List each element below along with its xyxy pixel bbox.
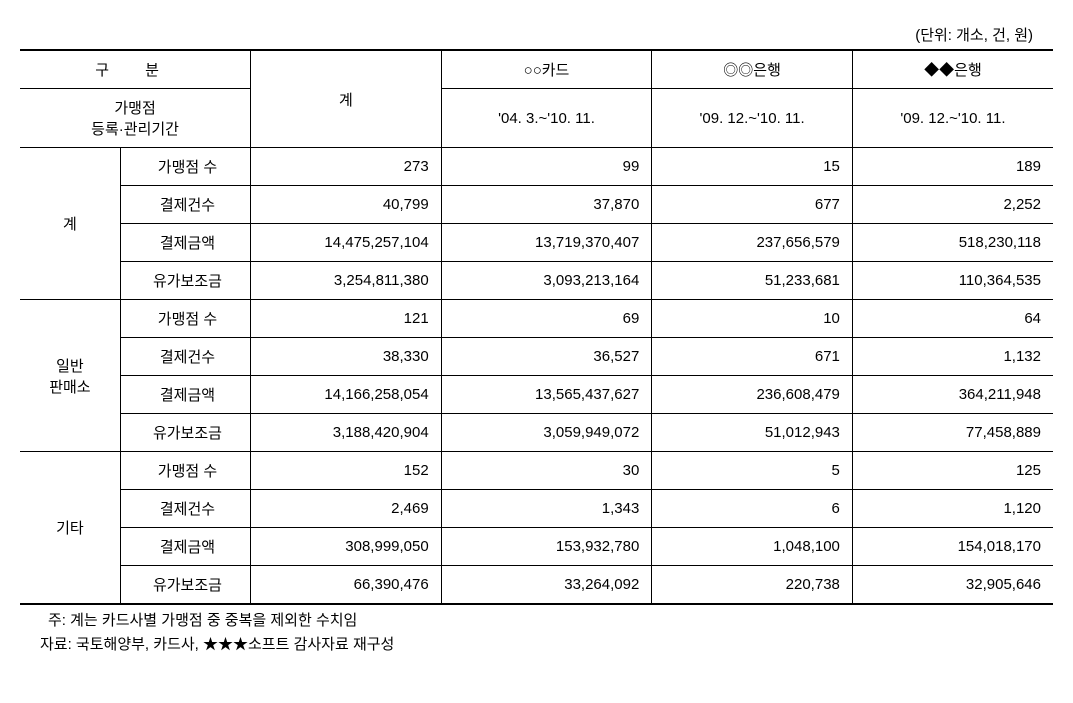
- row-label: 결제금액: [120, 528, 250, 566]
- header-company2: ◎◎은행: [652, 50, 853, 89]
- cell: 37,870: [441, 186, 652, 224]
- cell: 15: [652, 148, 853, 186]
- cell: 220,738: [652, 566, 853, 605]
- header-company1: ○○카드: [441, 50, 652, 89]
- cell: 3,093,213,164: [441, 262, 652, 300]
- cell: 110,364,535: [852, 262, 1053, 300]
- cell: 518,230,118: [852, 224, 1053, 262]
- cell: 77,458,889: [852, 414, 1053, 452]
- cell: 273: [251, 148, 442, 186]
- row-label: 결제건수: [120, 338, 250, 376]
- row-label: 가맹점 수: [120, 300, 250, 338]
- cell: 13,565,437,627: [441, 376, 652, 414]
- cell: 2,252: [852, 186, 1053, 224]
- cell: 154,018,170: [852, 528, 1053, 566]
- cell: 152: [251, 452, 442, 490]
- cell: 1,132: [852, 338, 1053, 376]
- section-general-label: 일반 판매소: [20, 300, 120, 452]
- cell: 3,188,420,904: [251, 414, 442, 452]
- cell: 125: [852, 452, 1053, 490]
- cell: 33,264,092: [441, 566, 652, 605]
- cell: 66,390,476: [251, 566, 442, 605]
- row-label: 유가보조금: [120, 414, 250, 452]
- cell: 14,166,258,054: [251, 376, 442, 414]
- cell: 36,527: [441, 338, 652, 376]
- cell: 51,012,943: [652, 414, 853, 452]
- header-gubun: 구 분: [20, 50, 251, 89]
- row-label: 유가보조금: [120, 262, 250, 300]
- cell: 40,799: [251, 186, 442, 224]
- row-label: 결제건수: [120, 186, 250, 224]
- cell: 6: [652, 490, 853, 528]
- row-label: 결제건수: [120, 490, 250, 528]
- cell: 1,343: [441, 490, 652, 528]
- data-table: 구 분 계 ○○카드 ◎◎은행 ◆◆은행 가맹점 등록·관리기간 '04. 3.…: [20, 49, 1053, 605]
- cell: 236,608,479: [652, 376, 853, 414]
- cell: 5: [652, 452, 853, 490]
- cell: 121: [251, 300, 442, 338]
- cell: 3,254,811,380: [251, 262, 442, 300]
- cell: 13,719,370,407: [441, 224, 652, 262]
- cell: 237,656,579: [652, 224, 853, 262]
- row-label: 결제금액: [120, 224, 250, 262]
- header-total: 계: [251, 50, 442, 148]
- cell: 677: [652, 186, 853, 224]
- unit-label: (단위: 개소, 건, 원): [20, 20, 1053, 49]
- note-line1: 주: 계는 카드사별 가맹점 중 중복을 제외한 수치임: [40, 609, 1033, 633]
- cell: 51,233,681: [652, 262, 853, 300]
- cell: 69: [441, 300, 652, 338]
- header-period-label: 가맹점 등록·관리기간: [20, 89, 251, 148]
- section-other-label: 기타: [20, 452, 120, 605]
- header-period3: '09. 12.~'10. 11.: [852, 89, 1053, 148]
- note-line2: 자료: 국토해양부, 카드사, ★★★소프트 감사자료 재구성: [40, 633, 1033, 657]
- cell: 14,475,257,104: [251, 224, 442, 262]
- cell: 64: [852, 300, 1053, 338]
- row-label: 유가보조금: [120, 566, 250, 605]
- cell: 671: [652, 338, 853, 376]
- header-period2: '09. 12.~'10. 11.: [652, 89, 853, 148]
- section-total-label: 계: [20, 148, 120, 300]
- cell: 99: [441, 148, 652, 186]
- header-period1: '04. 3.~'10. 11.: [441, 89, 652, 148]
- cell: 153,932,780: [441, 528, 652, 566]
- row-label: 결제금액: [120, 376, 250, 414]
- cell: 2,469: [251, 490, 442, 528]
- cell: 3,059,949,072: [441, 414, 652, 452]
- cell: 189: [852, 148, 1053, 186]
- header-company3: ◆◆은행: [852, 50, 1053, 89]
- cell: 32,905,646: [852, 566, 1053, 605]
- cell: 38,330: [251, 338, 442, 376]
- cell: 1,120: [852, 490, 1053, 528]
- cell: 30: [441, 452, 652, 490]
- row-label: 가맹점 수: [120, 148, 250, 186]
- row-label: 가맹점 수: [120, 452, 250, 490]
- cell: 1,048,100: [652, 528, 853, 566]
- cell: 308,999,050: [251, 528, 442, 566]
- cell: 10: [652, 300, 853, 338]
- cell: 364,211,948: [852, 376, 1053, 414]
